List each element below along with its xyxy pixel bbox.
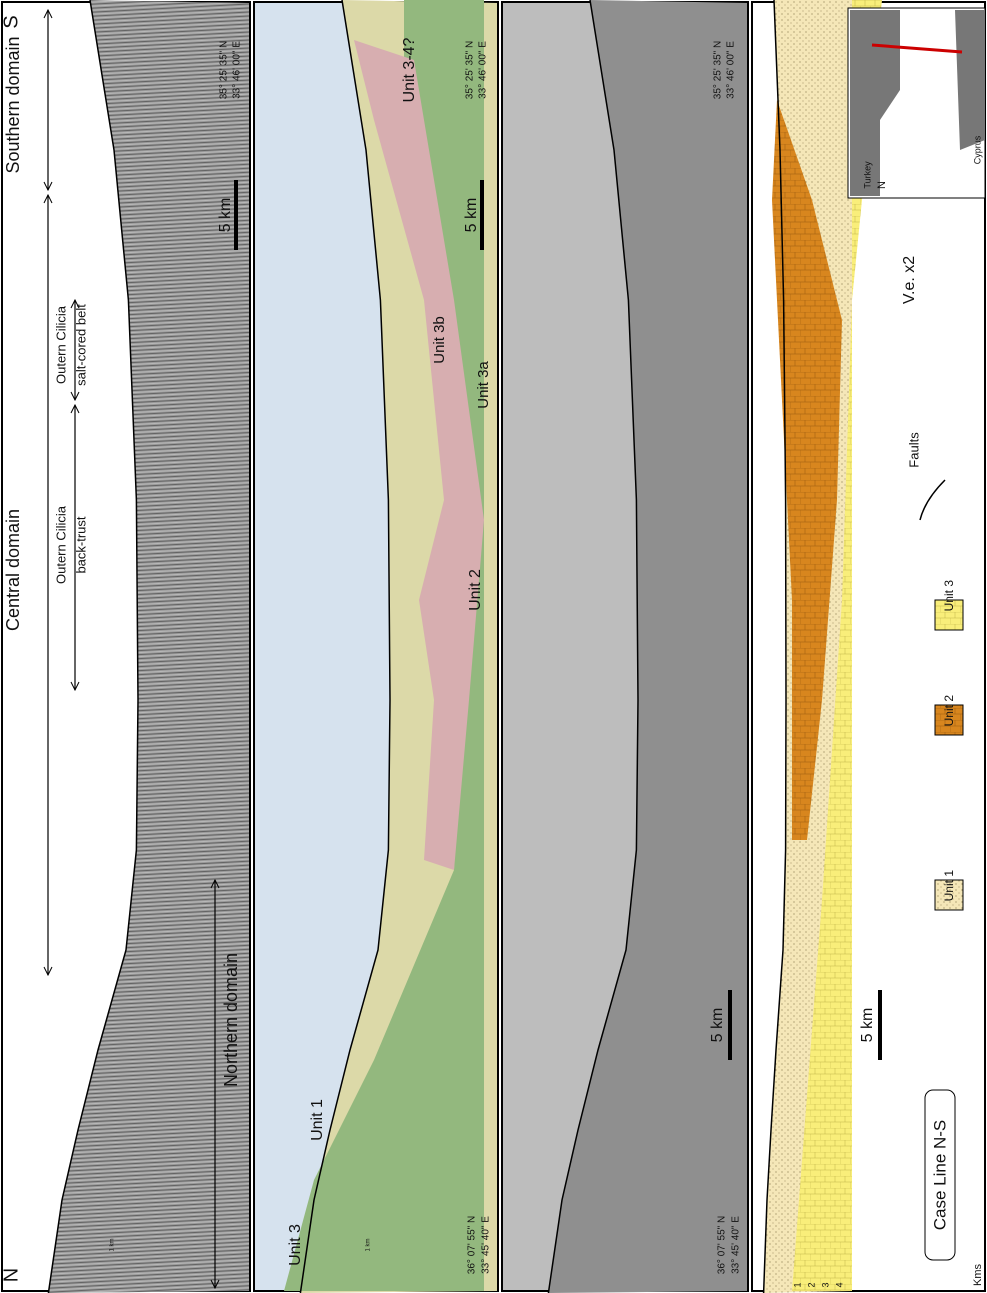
label: back-trust xyxy=(73,516,88,573)
label: Cyprus xyxy=(972,135,982,164)
label: Unit 1 xyxy=(942,870,956,902)
arrow-head xyxy=(70,403,80,692)
arrow-head xyxy=(43,193,53,977)
label: Unit 1 xyxy=(309,1099,326,1141)
label: 33° 46' 00" E xyxy=(726,41,737,99)
label: V.e. x2 xyxy=(901,256,918,304)
case-line-box xyxy=(924,1089,956,1261)
legend-unit-1 xyxy=(934,879,964,911)
seafloor xyxy=(547,0,639,1293)
depth-tick-label: 2 xyxy=(806,1282,816,1287)
label: Northern domain xyxy=(221,953,241,1087)
label: Central domain xyxy=(3,509,23,631)
label: Unit 3-4? xyxy=(401,37,418,102)
label: Unit 3b xyxy=(431,316,448,364)
label: Unit 2 xyxy=(467,569,484,611)
seismic-section xyxy=(48,0,250,1293)
label: 33° 45' 40" E xyxy=(481,1216,492,1274)
unit-2 xyxy=(772,100,842,840)
label: 33° 45' 40" E xyxy=(731,1216,742,1274)
label: Unit 3a xyxy=(475,361,492,409)
legend-fault xyxy=(919,479,946,521)
label: 1 km xyxy=(110,1238,116,1251)
label: 1 km xyxy=(366,1238,372,1251)
label: 33° 46' 00" E xyxy=(232,41,243,99)
inset-land xyxy=(850,10,985,196)
legend-unit-3 xyxy=(934,599,964,631)
label: Outern Cilicia xyxy=(53,305,68,384)
label: 36° 07' 55" N xyxy=(467,1216,478,1274)
arrow-head xyxy=(43,8,53,192)
label: Faults xyxy=(906,432,921,468)
seafloor xyxy=(762,0,787,1293)
label: 36° 07' 55" N xyxy=(717,1216,728,1274)
seismic-section xyxy=(548,0,747,1293)
label: Turkey xyxy=(862,161,872,189)
label: 5 km xyxy=(463,198,480,233)
label: Unit 3 xyxy=(287,1224,304,1266)
label: S xyxy=(0,15,22,28)
unit-3 xyxy=(284,0,484,1291)
label: 35° 25' 35" N xyxy=(219,41,230,99)
label: Outern Cilicia xyxy=(53,505,68,584)
label: 5 km xyxy=(859,1008,876,1043)
legend-unit-2 xyxy=(934,704,964,736)
label: Unit 3 xyxy=(942,580,956,612)
depth-tick-label: 1 xyxy=(792,1282,802,1287)
label: Case Line N-S xyxy=(930,1120,949,1231)
label: 5 km xyxy=(217,198,234,233)
label: Southern domain xyxy=(3,36,23,173)
label: Unit 2 xyxy=(942,695,956,727)
depth-tick-label: 3 xyxy=(820,1282,830,1287)
arrow-head xyxy=(70,298,80,402)
label: 35° 25' 35" N xyxy=(713,41,724,99)
label: Kms xyxy=(972,1264,984,1287)
label: 5 km xyxy=(709,1008,726,1043)
depth-tick-label: 4 xyxy=(834,1282,844,1287)
seafloor xyxy=(299,0,391,1293)
label: salt-cored belt xyxy=(73,304,88,386)
case-line-mark xyxy=(871,43,963,54)
label: N xyxy=(0,1268,22,1282)
label: N xyxy=(876,181,888,189)
unit-3 xyxy=(792,0,882,1291)
label: 35° 25' 35" N xyxy=(465,41,476,99)
seafloor xyxy=(47,0,139,1293)
arrow-head xyxy=(210,878,220,1290)
label: 33° 46' 00" E xyxy=(478,41,489,99)
unit-2 xyxy=(354,40,484,870)
